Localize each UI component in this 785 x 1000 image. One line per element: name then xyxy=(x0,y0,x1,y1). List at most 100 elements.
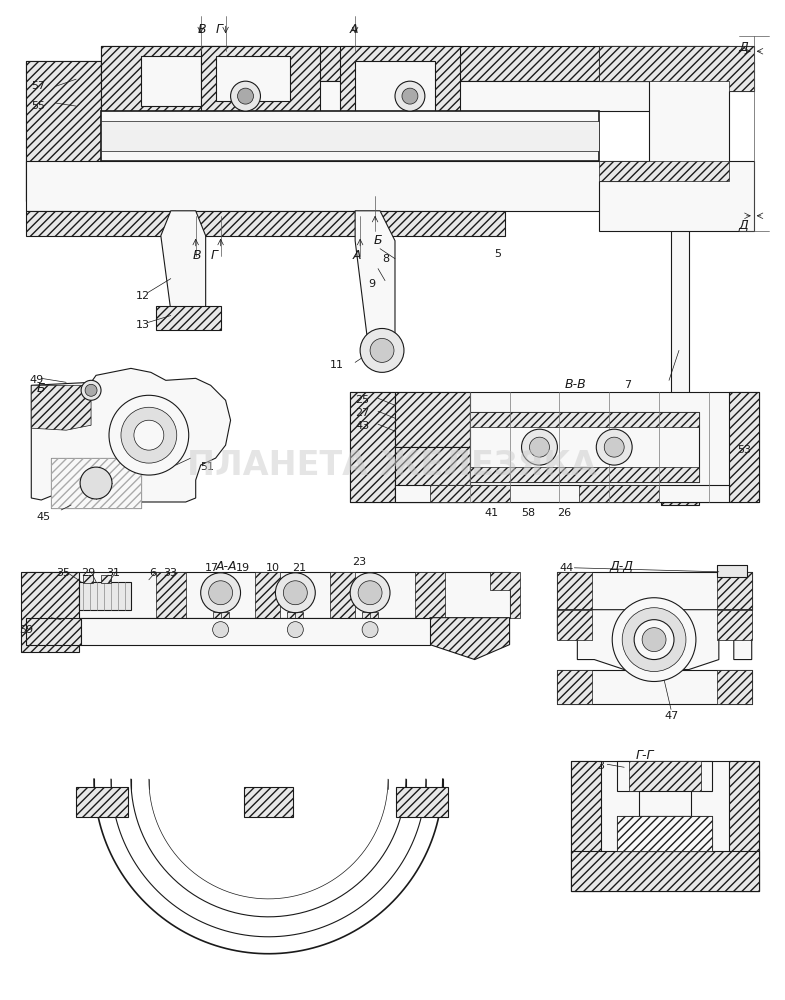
Text: 3: 3 xyxy=(597,761,604,771)
Text: Д-Д: Д-Д xyxy=(609,560,633,573)
Bar xyxy=(350,392,395,502)
Polygon shape xyxy=(27,61,101,201)
Circle shape xyxy=(360,328,404,372)
Bar xyxy=(201,46,320,126)
Bar xyxy=(27,211,505,236)
Bar xyxy=(571,851,758,891)
Circle shape xyxy=(358,581,382,605)
Bar xyxy=(51,458,141,508)
Text: 23: 23 xyxy=(352,557,367,567)
Circle shape xyxy=(362,622,378,638)
Bar xyxy=(617,816,712,851)
Bar xyxy=(21,572,79,652)
Text: 59: 59 xyxy=(20,625,34,635)
Text: 55: 55 xyxy=(31,101,46,111)
Bar xyxy=(557,572,593,610)
Bar xyxy=(156,306,221,330)
Bar xyxy=(557,572,752,610)
Text: 12: 12 xyxy=(136,291,150,301)
Polygon shape xyxy=(355,211,395,360)
Circle shape xyxy=(238,88,254,104)
Polygon shape xyxy=(599,161,728,181)
Polygon shape xyxy=(490,572,520,618)
Circle shape xyxy=(634,620,674,660)
Bar xyxy=(717,565,747,577)
Circle shape xyxy=(604,437,624,457)
Text: 33: 33 xyxy=(162,568,177,578)
Bar xyxy=(255,572,280,618)
Polygon shape xyxy=(31,368,231,502)
Text: 45: 45 xyxy=(36,512,50,522)
Bar xyxy=(671,161,689,500)
Bar xyxy=(27,61,101,201)
Bar xyxy=(557,670,752,704)
Circle shape xyxy=(283,581,307,605)
Bar xyxy=(469,412,699,482)
Bar xyxy=(27,572,509,618)
Circle shape xyxy=(597,429,632,465)
Text: В: В xyxy=(198,23,206,36)
Text: 53: 53 xyxy=(737,445,750,455)
Text: 27: 27 xyxy=(355,408,370,418)
Bar xyxy=(101,46,231,126)
Circle shape xyxy=(201,573,240,613)
Bar xyxy=(571,761,601,891)
Text: 13: 13 xyxy=(136,320,150,330)
Circle shape xyxy=(85,384,97,396)
Polygon shape xyxy=(599,46,754,91)
Polygon shape xyxy=(430,618,509,660)
Bar xyxy=(617,761,712,791)
Bar xyxy=(395,485,728,502)
Bar xyxy=(27,161,728,211)
Circle shape xyxy=(209,581,232,605)
Bar xyxy=(557,670,593,704)
Text: 51: 51 xyxy=(201,462,214,472)
Bar xyxy=(51,458,141,508)
Polygon shape xyxy=(161,211,206,311)
Bar xyxy=(430,485,509,502)
Text: Д: Д xyxy=(739,219,749,232)
Bar xyxy=(81,618,430,645)
Text: 25: 25 xyxy=(355,395,369,405)
Bar xyxy=(330,572,355,618)
Polygon shape xyxy=(27,618,81,645)
Bar xyxy=(469,467,699,482)
Bar xyxy=(213,612,228,624)
Text: 10: 10 xyxy=(265,563,279,573)
Bar xyxy=(717,572,752,610)
Bar xyxy=(79,582,131,610)
Text: Г: Г xyxy=(216,23,223,36)
Circle shape xyxy=(80,467,112,499)
Bar xyxy=(629,761,701,791)
Circle shape xyxy=(350,573,390,613)
Bar xyxy=(216,56,290,101)
Text: 21: 21 xyxy=(292,563,306,573)
Text: Б: Б xyxy=(374,234,383,247)
Bar xyxy=(101,81,679,111)
Bar xyxy=(243,787,294,817)
Circle shape xyxy=(109,395,188,475)
Bar xyxy=(101,121,599,151)
Bar xyxy=(156,572,186,618)
Text: ПЛАНЕТА ЖЕЛЕЗЯКА: ПЛАНЕТА ЖЕЛЕЗЯКА xyxy=(187,449,597,482)
Text: 5: 5 xyxy=(495,249,502,259)
Bar xyxy=(101,575,111,583)
Bar xyxy=(101,111,599,161)
Circle shape xyxy=(134,420,164,450)
Text: 35: 35 xyxy=(57,568,70,578)
Bar xyxy=(395,392,469,447)
Bar xyxy=(350,392,758,502)
Bar xyxy=(83,575,93,583)
Bar xyxy=(717,670,752,704)
Text: А: А xyxy=(353,249,362,262)
Text: 49: 49 xyxy=(29,375,43,385)
Polygon shape xyxy=(31,385,91,430)
Bar xyxy=(395,447,469,502)
Text: 43: 43 xyxy=(355,421,369,431)
Text: 17: 17 xyxy=(205,563,219,573)
Circle shape xyxy=(402,88,418,104)
Text: 8: 8 xyxy=(382,254,389,264)
Polygon shape xyxy=(557,610,752,670)
Circle shape xyxy=(276,573,316,613)
Text: 11: 11 xyxy=(330,360,344,370)
